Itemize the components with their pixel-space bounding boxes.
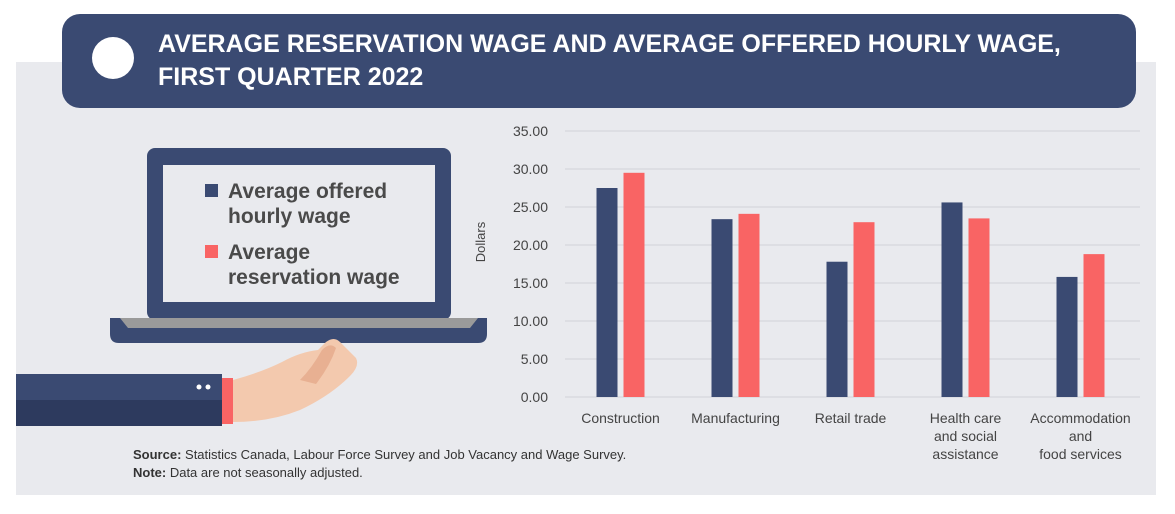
legend-label: reservation wage bbox=[228, 266, 400, 289]
y-tick-label: 5.00 bbox=[521, 351, 548, 367]
legend-swatch bbox=[205, 184, 218, 197]
x-tick-label: assistance bbox=[932, 446, 998, 462]
title-line-1: AVERAGE RESERVATION WAGE AND AVERAGE OFF… bbox=[158, 30, 1061, 58]
bar-reservation bbox=[968, 218, 990, 397]
bar-reservation bbox=[1083, 254, 1105, 397]
bar-offered bbox=[941, 202, 963, 397]
bar-offered bbox=[711, 219, 733, 397]
title-line-2: FIRST QUARTER 2022 bbox=[158, 63, 424, 91]
y-tick-label: 15.00 bbox=[513, 275, 548, 291]
data-note: Note: Data are not seasonally adjusted. bbox=[133, 465, 363, 480]
x-tick-label: Health care bbox=[930, 410, 1002, 426]
x-tick-label: Accommodation bbox=[1030, 410, 1130, 426]
bar-offered bbox=[1056, 276, 1078, 397]
bar-reservation bbox=[853, 222, 875, 397]
bar-reservation bbox=[623, 172, 645, 397]
hand-icon bbox=[233, 339, 358, 422]
x-tick-label: and social bbox=[934, 428, 997, 444]
source-note: Source: Statistics Canada, Labour Force … bbox=[133, 447, 627, 462]
legend-label: Average bbox=[228, 241, 310, 264]
y-tick-label: 20.00 bbox=[513, 237, 548, 253]
x-tick-label: food services bbox=[1039, 446, 1121, 462]
legend-swatch bbox=[205, 245, 218, 258]
bar-chart: 0.00 5.00 10.00 15.00 20.00 25.00 30.00 35.00 Do… bbox=[473, 123, 1140, 462]
page-title: AVERAGE RESERVATION WAGE AND AVERAGE OFF… bbox=[158, 28, 1118, 94]
circle-icon bbox=[92, 37, 134, 79]
y-tick-label: 25.00 bbox=[513, 199, 548, 215]
x-tick-label: Manufacturing bbox=[691, 410, 780, 426]
y-tick-label: 0.00 bbox=[521, 389, 548, 405]
bar-reservation bbox=[738, 213, 760, 397]
bar-offered bbox=[596, 188, 618, 397]
legend-label: Average offered bbox=[228, 180, 387, 203]
x-tick-label: Retail trade bbox=[815, 410, 887, 426]
bar-offered bbox=[826, 261, 848, 397]
legend-label: hourly wage bbox=[228, 205, 351, 228]
x-tick-label: Construction bbox=[581, 410, 660, 426]
y-tick-label: 30.00 bbox=[513, 161, 548, 177]
title-banner bbox=[62, 14, 1136, 108]
cuff bbox=[222, 378, 233, 424]
y-axis-label: Dollars bbox=[473, 221, 488, 262]
y-tick-label: 35.00 bbox=[513, 123, 548, 139]
y-tick-label: 10.00 bbox=[513, 313, 548, 329]
x-tick-label: and bbox=[1069, 428, 1092, 444]
